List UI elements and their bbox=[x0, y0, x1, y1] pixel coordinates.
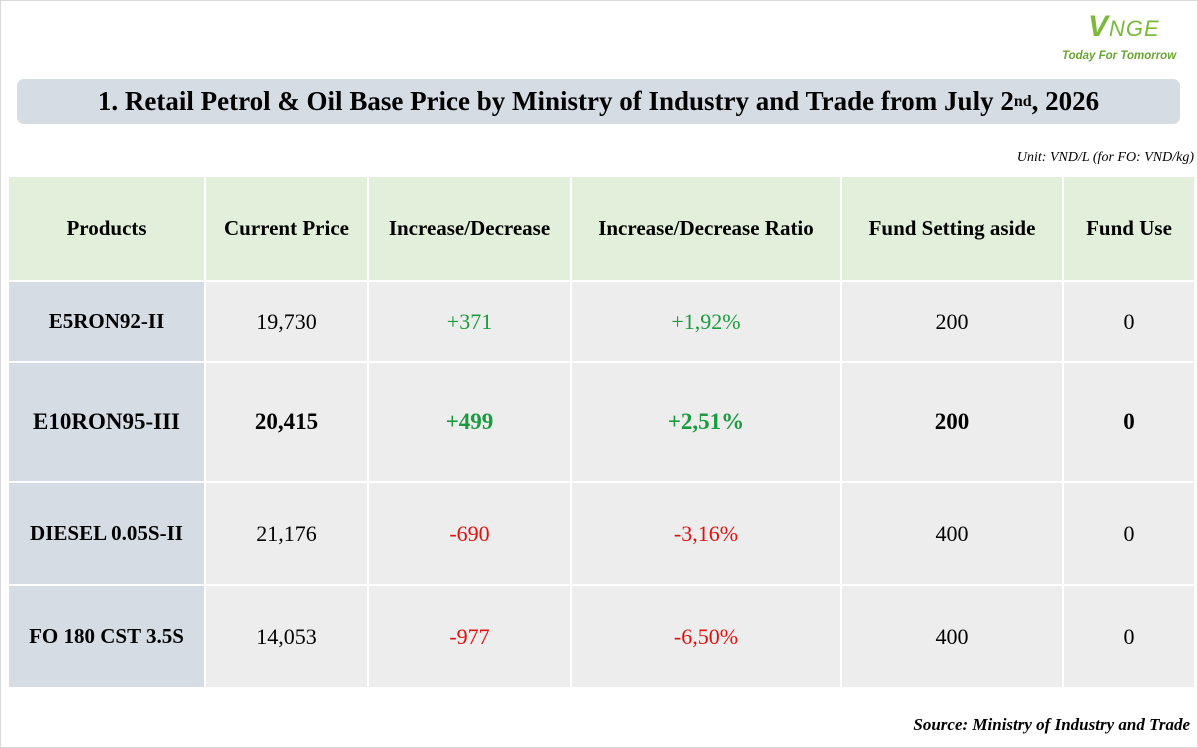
source-note: Source: Ministry of Industry and Trade bbox=[913, 715, 1190, 734]
table-row: E5RON92-II 19,730 +371 +1,92% 200 0 bbox=[7, 280, 1196, 363]
price-cell: 14,053 bbox=[204, 584, 369, 689]
product-cell: E5RON92-II bbox=[7, 280, 206, 363]
price-table: Products Current Price Increase/Decrease… bbox=[7, 175, 1196, 689]
price-cell: 20,415 bbox=[204, 361, 369, 483]
header-change: Increase/Decrease bbox=[367, 175, 572, 282]
ratio-cell: -3,16% bbox=[570, 481, 842, 586]
fund-use-cell: 0 bbox=[1062, 584, 1196, 689]
ratio-cell: +1,92% bbox=[570, 280, 842, 363]
header-change-ratio: Increase/Decrease Ratio bbox=[570, 175, 842, 282]
header-products: Products bbox=[7, 175, 206, 282]
header-fund-use: Fund Use bbox=[1062, 175, 1196, 282]
price-cell: 19,730 bbox=[204, 280, 369, 363]
unit-note: Unit: VND/L (for FO: VND/kg) bbox=[1016, 150, 1194, 165]
fund-aside-cell: 400 bbox=[840, 584, 1064, 689]
fund-use-cell: 0 bbox=[1062, 361, 1196, 483]
product-cell: FO 180 CST 3.5S bbox=[7, 584, 206, 689]
page-title: 1. Retail Petrol & Oil Base Price by Min… bbox=[17, 79, 1180, 124]
title-tail: , 2026 bbox=[1031, 86, 1100, 116]
price-cell: 21,176 bbox=[204, 481, 369, 586]
product-cell: DIESEL 0.05S-II bbox=[7, 481, 206, 586]
fund-aside-cell: 200 bbox=[840, 361, 1064, 483]
fund-use-cell: 0 bbox=[1062, 280, 1196, 363]
fund-aside-cell: 400 bbox=[840, 481, 1064, 586]
fund-aside-cell: 200 bbox=[840, 280, 1064, 363]
fund-use-cell: 0 bbox=[1062, 481, 1196, 586]
change-cell: -690 bbox=[367, 481, 572, 586]
ratio-cell: +2,51% bbox=[570, 361, 842, 483]
ratio-cell: -6,50% bbox=[570, 584, 842, 689]
table-header-row: Products Current Price Increase/Decrease… bbox=[7, 175, 1196, 282]
title-main: 1. Retail Petrol & Oil Base Price by Min… bbox=[97, 86, 1014, 116]
change-cell: +371 bbox=[367, 280, 572, 363]
logo-tagline: Today For Tomorrow bbox=[1062, 50, 1177, 62]
vnge-logo: VNGE Today For Tomorrow bbox=[1058, 6, 1188, 68]
change-cell: +499 bbox=[367, 361, 572, 483]
header-current-price: Current Price bbox=[204, 175, 369, 282]
product-cell: E10RON95-III bbox=[7, 361, 206, 483]
table-row: E10RON95-III 20,415 +499 +2,51% 200 0 bbox=[7, 361, 1196, 483]
header-fund-aside: Fund Setting aside bbox=[840, 175, 1064, 282]
table-row: DIESEL 0.05S-II 21,176 -690 -3,16% 400 0 bbox=[7, 481, 1196, 586]
change-cell: -977 bbox=[367, 584, 572, 689]
logo-mark: VNGE bbox=[1088, 10, 1160, 43]
table-row: FO 180 CST 3.5S 14,053 -977 -6,50% 400 0 bbox=[7, 584, 1196, 689]
